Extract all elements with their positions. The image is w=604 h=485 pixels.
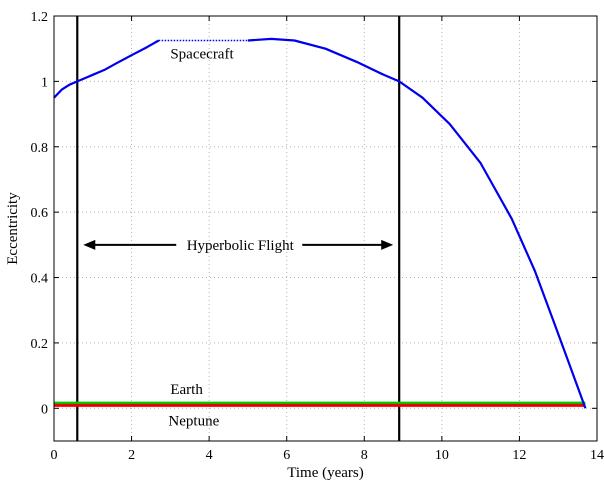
y-tick-label: 0.6 [31, 206, 49, 221]
y-tick-label: 1 [41, 75, 48, 90]
hyperbolic-flight-label: Hyperbolic Flight [187, 238, 295, 254]
arrowhead-left-icon [83, 239, 96, 250]
spacecraft-line [247, 37, 587, 409]
plot-area-frame [53, 15, 598, 442]
y-tick-label: 0.2 [31, 337, 49, 352]
x-tick-label: 4 [206, 448, 213, 463]
y-tick-label: 0.4 [31, 272, 49, 287]
x-tick-label: 12 [512, 448, 526, 463]
x-tick-label: 14 [590, 448, 604, 463]
boundary-lines [76, 16, 401, 441]
arrowhead-right-icon [381, 239, 394, 250]
x-tick-label: 10 [435, 448, 449, 463]
series-lines [53, 37, 587, 409]
x-axis-label: Time (years) [287, 465, 364, 481]
spacecraft-label: Spacecraft [170, 47, 234, 63]
x-tick-label: 0 [51, 448, 58, 463]
x-tick-label: 6 [283, 448, 290, 463]
y-tick-label: 1.2 [31, 10, 49, 25]
spacecraft-line [53, 39, 160, 99]
ticks: 0 2 4 6 8 10 12 14 0 0.2 0.4 0.6 0.8 1 1.2 [31, 10, 604, 463]
neptune-label: Neptune [168, 413, 219, 429]
y-axis-label: Eccentricity [5, 192, 21, 265]
x-tick-label: 2 [128, 448, 135, 463]
x-tick-label: 8 [361, 448, 368, 463]
grid [54, 16, 597, 441]
earth-label: Earth [170, 382, 203, 398]
y-tick-label: 0 [41, 402, 48, 417]
y-tick-label: 0.8 [31, 141, 49, 156]
annotations: Spacecraft Earth Neptune Hyperbolic Flig… [83, 47, 394, 429]
